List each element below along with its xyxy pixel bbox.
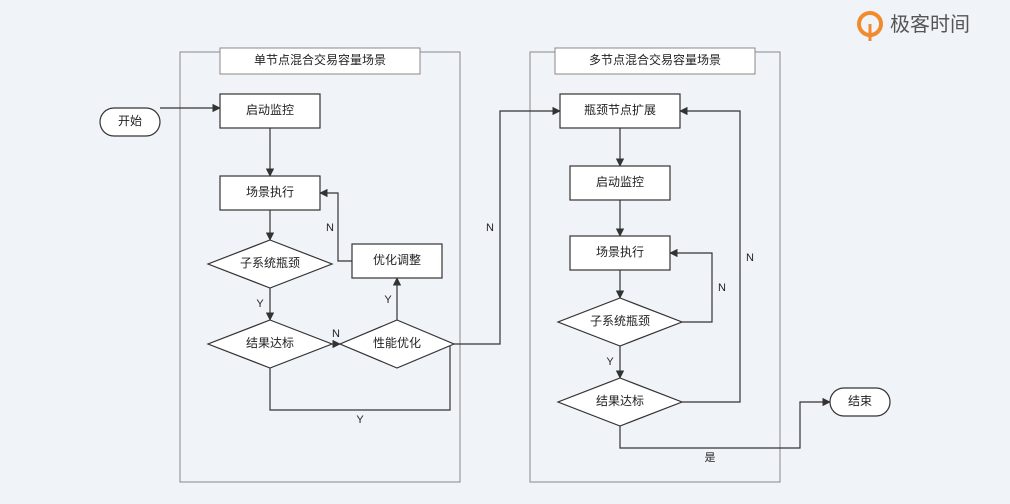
logo-text: 极客时间 xyxy=(890,13,970,36)
node-label-b4: 子系统瓶颈 xyxy=(590,314,650,328)
node-label-start: 开始 xyxy=(118,114,142,128)
node-label-b2: 启动监控 xyxy=(596,175,644,189)
node-label-a2: 场景执行 xyxy=(246,185,294,199)
edge-label-e_a4_loop: Y xyxy=(356,414,364,426)
edge-e_a6_b1 xyxy=(454,111,560,344)
logo: 极客时间 xyxy=(859,13,970,41)
edge-e_a5_a2 xyxy=(320,193,352,261)
edge-label-e_a6_a5: Y xyxy=(384,294,392,306)
node-label-a5: 优化调整 xyxy=(373,252,421,267)
container-title-c1: 单节点混合交易容量场景 xyxy=(254,52,386,67)
node-label-a6: 性能优化 xyxy=(373,336,421,350)
edge-label-e_b5_end: 是 xyxy=(705,451,716,464)
edge-label-e_b5_b1: N xyxy=(746,252,754,264)
edge-label-e_b4_b3: N xyxy=(718,282,726,294)
flowchart-canvas: 极客时间单节点混合交易容量场景多节点混合交易容量场景YNYNYNYNN是开始启动… xyxy=(0,0,1010,504)
edge-e_b5_b1 xyxy=(680,111,740,402)
container-title-c2: 多节点混合交易容量场景 xyxy=(589,52,721,67)
node-label-b1: 瓶颈节点扩展 xyxy=(584,103,656,117)
node-label-end: 结束 xyxy=(848,394,872,408)
node-label-a3: 子系统瓶颈 xyxy=(240,256,300,270)
edge-label-e_a5_a2: N xyxy=(326,222,334,234)
edge-label-e_a6_b1: N xyxy=(486,222,494,234)
node-label-a4: 结果达标 xyxy=(246,336,294,350)
edge-label-e_a3_a4: Y xyxy=(256,298,264,310)
node-label-b5: 结果达标 xyxy=(596,394,644,408)
edge-label-e_b4_b5: Y xyxy=(606,356,614,368)
node-label-a1: 启动监控 xyxy=(246,103,294,117)
edge-e_b4_b3 xyxy=(670,253,712,322)
node-label-b3: 场景执行 xyxy=(596,245,644,259)
edge-label-e_a4_a6: N xyxy=(332,328,340,340)
